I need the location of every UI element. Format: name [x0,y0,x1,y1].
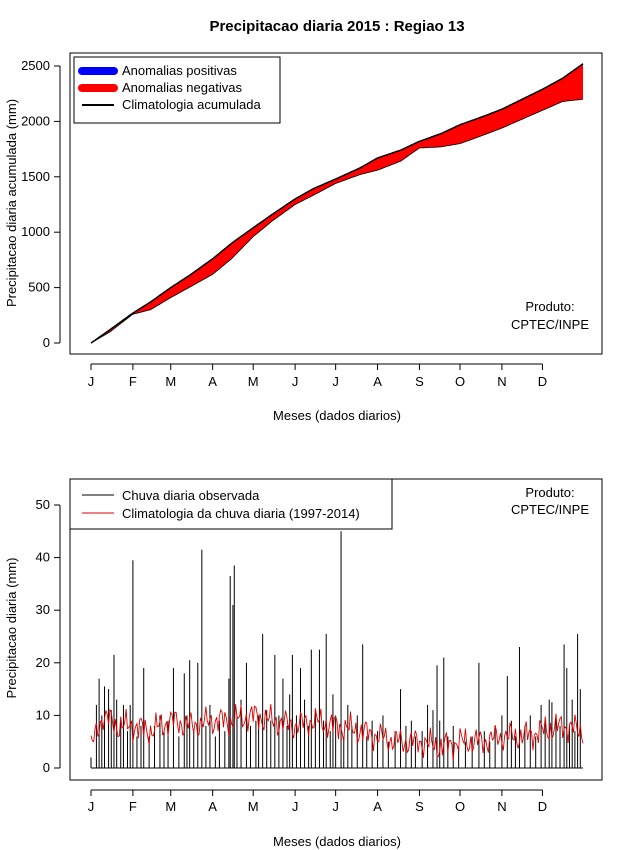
accumulated-plot-frame [69,52,603,355]
accumulated-x-tick-label: S [415,374,424,389]
accumulated-x-tick-label: F [129,374,137,389]
accumulated-x-tick-label: J [332,374,339,389]
daily-y-axis: 0 10 20 30 40 50 [36,497,61,775]
daily-climatology-line [90,703,584,761]
daily-legend-box [69,478,393,530]
accumulated-x-tick-label: D [538,374,547,389]
daily-x-tick-label: D [538,799,547,814]
accumulated-x-tick-label: J [88,374,95,389]
observed-accumulated-line [90,98,584,344]
climatology-accumulated-line [90,63,584,344]
legend-observed-label: Chuva diaria observada [122,488,260,503]
daily-x-tick-label: F [129,799,137,814]
daily-y-tick-label: 0 [43,760,50,775]
accumulated-product-source: CPTEC/INPE [511,317,589,332]
accumulated-product-label: Produto: [525,299,574,314]
daily-y-axis-label: Precipitacao diaria (mm) [4,558,19,699]
accumulated-x-tick-label: A [208,374,217,389]
daily-y-tick-label: 10 [36,707,50,722]
legend-climatology-label: Climatologia acumulada [122,97,262,112]
daily-x-tick-label: A [208,799,217,814]
accumulated-y-tick-label: 1500 [21,169,50,184]
accumulated-x-tick-label: O [455,374,465,389]
accumulated-y-tick-label: 0 [43,335,50,350]
chart-title: Precipitacao diaria 2015 : Regiao 13 [209,18,464,35]
accumulated-y-axis-label: Precipitacao diaria acumulada (mm) [4,99,19,307]
accumulated-x-tick-label: M [165,374,176,389]
accumulated-y-tick-label: 2000 [21,113,50,128]
daily-product-source: CPTEC/INPE [511,502,589,517]
accumulated-y-tick-label: 1000 [21,224,50,239]
daily-x-tick-label: O [455,799,465,814]
daily-y-tick-label: 40 [36,550,50,565]
accumulated-y-tick-label: 2500 [21,58,50,73]
accumulated-x-axis-label: Meses (dados diarios) [273,408,401,423]
accumulated-chart: 0 500 1000 1500 2000 2500 J F M A M J J A S O N D Precip… [4,52,603,423]
daily-x-tick-label: J [292,799,299,814]
daily-y-tick-label: 50 [36,497,50,512]
accumulated-y-axis: 0 500 1000 1500 2000 2500 [21,58,61,350]
daily-chart: 0 10 20 30 40 50 J F M A M J J A S O N D Precipitacao di… [4,478,603,849]
daily-x-tick-label: J [88,799,95,814]
accumulated-x-tick-label: J [292,374,299,389]
daily-x-tick-label: N [497,799,506,814]
accumulated-x-tick-label: A [373,374,382,389]
daily-product-label: Produto: [525,485,574,500]
daily-x-tick-label: M [248,799,259,814]
legend-positive-label: Anomalias positivas [122,63,237,78]
accumulated-y-tick-label: 500 [28,280,50,295]
daily-x-tick-label: J [332,799,339,814]
accumulated-plot-area [90,63,584,344]
daily-y-tick-label: 20 [36,655,50,670]
daily-x-tick-label: S [415,799,424,814]
accumulated-x-tick-label: N [497,374,506,389]
daily-legend: Chuva diaria observada Climatologia da c… [69,478,393,530]
legend-negative-label: Anomalias negativas [122,80,242,95]
accumulated-x-tick-label: M [248,374,259,389]
daily-x-tick-label: M [165,799,176,814]
daily-x-tick-label: A [373,799,382,814]
daily-y-tick-label: 30 [36,602,50,617]
daily-x-axis-label: Meses (dados diarios) [273,834,401,849]
accumulated-legend: Anomalias positivas Anomalias negativas … [73,56,281,124]
daily-plot-area [90,531,584,769]
legend-climatology-daily-label: Climatologia da chuva diaria (1997-2014) [122,506,360,521]
